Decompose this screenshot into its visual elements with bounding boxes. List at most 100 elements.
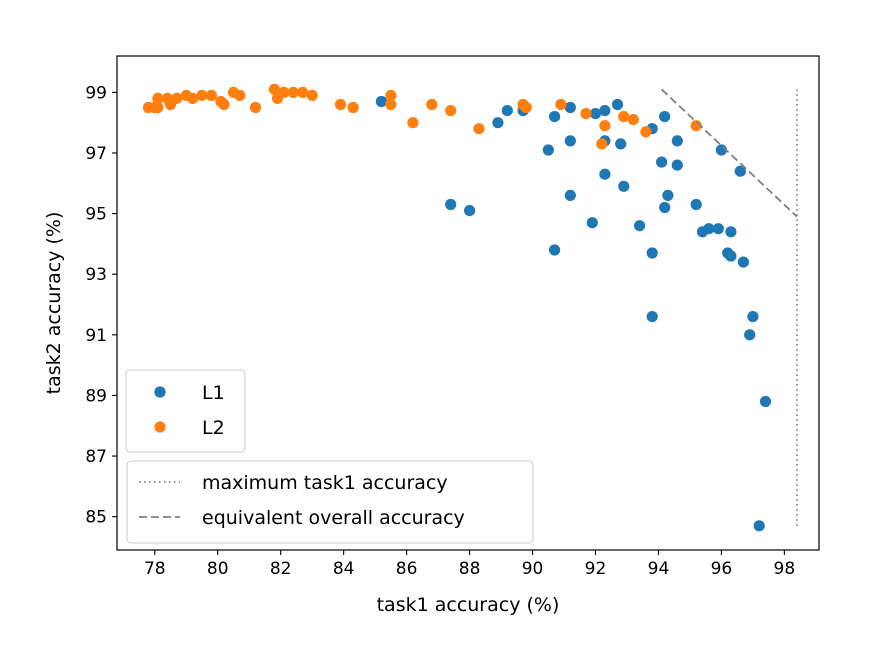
point-l1-19: [618, 180, 630, 192]
data-points: [142, 83, 772, 532]
point-l1-3: [492, 117, 504, 129]
point-l2-9: [196, 89, 208, 101]
point-l1-30: [690, 198, 702, 211]
x-tick-label: 92: [585, 559, 607, 579]
point-l2-34: [596, 138, 608, 150]
point-l2-18: [278, 86, 290, 98]
point-l1-27: [662, 189, 674, 201]
x-tick-label: 96: [711, 559, 733, 579]
point-l1-13: [589, 108, 602, 120]
point-l1-20: [634, 220, 646, 232]
series-legend: L1 L2: [125, 369, 246, 453]
point-l1-2: [464, 205, 476, 217]
point-l2-24: [385, 89, 397, 101]
x-tick-label: 86: [396, 559, 418, 579]
point-l2-36: [618, 111, 630, 123]
point-l1-18: [615, 138, 627, 150]
point-l2-8: [187, 92, 199, 104]
y-tick-label: 85: [85, 508, 107, 528]
point-l2-38: [640, 126, 652, 138]
y-tick-label: 99: [85, 83, 107, 103]
point-l1-37: [725, 250, 737, 262]
point-l1-24: [659, 111, 671, 123]
legend-label-reference-1: equivalent overall accuracy: [202, 507, 465, 529]
point-l2-14: [234, 89, 246, 101]
point-l2-12: [218, 98, 230, 111]
point-l2-21: [306, 89, 318, 101]
x-tick-label: 80: [207, 559, 229, 579]
point-l1-7: [549, 111, 561, 123]
point-l1-40: [744, 329, 756, 341]
point-l2-37: [627, 114, 639, 126]
legend-label-reference-0: maximum task1 accuracy: [202, 472, 448, 494]
point-l2-27: [426, 98, 438, 111]
point-l1-29: [671, 159, 683, 171]
legend-label-l1: L1: [202, 382, 225, 404]
point-l2-39: [690, 120, 702, 132]
point-l2-15: [249, 101, 262, 114]
x-tick-label: 94: [648, 559, 670, 579]
x-tick-label: 84: [333, 559, 355, 579]
point-l1-9: [564, 101, 576, 114]
point-l2-26: [407, 117, 419, 129]
y-axis-label: task2 accuracy (%): [43, 212, 65, 395]
point-l2-2: [152, 101, 164, 114]
point-l1-17: [611, 98, 624, 111]
point-l1-4: [501, 105, 513, 117]
y-tick-label: 95: [85, 205, 107, 225]
point-l1-25: [656, 156, 668, 168]
point-l1-1: [445, 198, 457, 211]
y-tick-label: 89: [85, 386, 107, 406]
point-l1-28: [671, 135, 683, 147]
point-l2-19: [287, 86, 299, 98]
point-l1-32: [703, 223, 715, 235]
point-l1-6: [542, 144, 554, 156]
point-l2-32: [555, 98, 567, 111]
point-l2-28: [445, 105, 457, 117]
plot-frame: [116, 55, 820, 551]
point-l1-0: [375, 95, 387, 108]
point-l1-10: [564, 135, 576, 147]
point-l2-25: [385, 98, 397, 111]
legend-marker-l1: [154, 386, 166, 398]
point-l1-38: [734, 165, 746, 177]
reference-legend: maximum task1 accuracy equivalent overall…: [126, 460, 534, 544]
point-l1-39: [737, 256, 750, 268]
reference-line-1: [660, 88, 798, 218]
y-tick-label: 87: [85, 447, 107, 467]
legend-marker-l2: [154, 421, 166, 433]
reference-lines: [660, 88, 798, 526]
legend-label-l2: L2: [202, 417, 225, 439]
point-l1-26: [659, 201, 671, 214]
point-l2-3: [152, 92, 164, 104]
point-l2-10: [205, 89, 217, 101]
point-l1-8: [549, 244, 561, 256]
point-l1-14: [599, 105, 611, 117]
x-tick-label: 98: [774, 559, 796, 579]
x-tick-label: 88: [459, 559, 481, 579]
point-l2-33: [580, 108, 592, 120]
x-axis-label: task1 accuracy (%): [377, 594, 560, 616]
point-l1-36: [725, 226, 737, 238]
point-l1-33: [712, 223, 724, 235]
y-tick-label: 91: [85, 326, 107, 346]
point-l2-20: [297, 86, 309, 98]
point-l2-23: [347, 101, 359, 114]
point-l1-16: [599, 168, 611, 180]
x-axis-ticks: 78 80 82 84 86 88 90 92 94 96 98: [144, 550, 795, 579]
point-l1-41: [747, 311, 759, 323]
point-l1-23: [646, 311, 658, 323]
point-l1-12: [586, 217, 598, 229]
y-tick-label: 93: [85, 265, 107, 285]
x-tick-label: 78: [144, 559, 166, 579]
point-l1-22: [646, 247, 658, 259]
point-l2-22: [334, 98, 347, 111]
point-l2-35: [599, 120, 611, 132]
y-axis-ticks: 85 87 89 91 93 95 97 99: [85, 83, 117, 528]
point-l1-43: [753, 520, 765, 532]
point-l1-11: [564, 189, 576, 201]
x-tick-label: 82: [270, 559, 292, 579]
point-l2-16: [268, 83, 280, 95]
point-l2-31: [520, 101, 532, 114]
